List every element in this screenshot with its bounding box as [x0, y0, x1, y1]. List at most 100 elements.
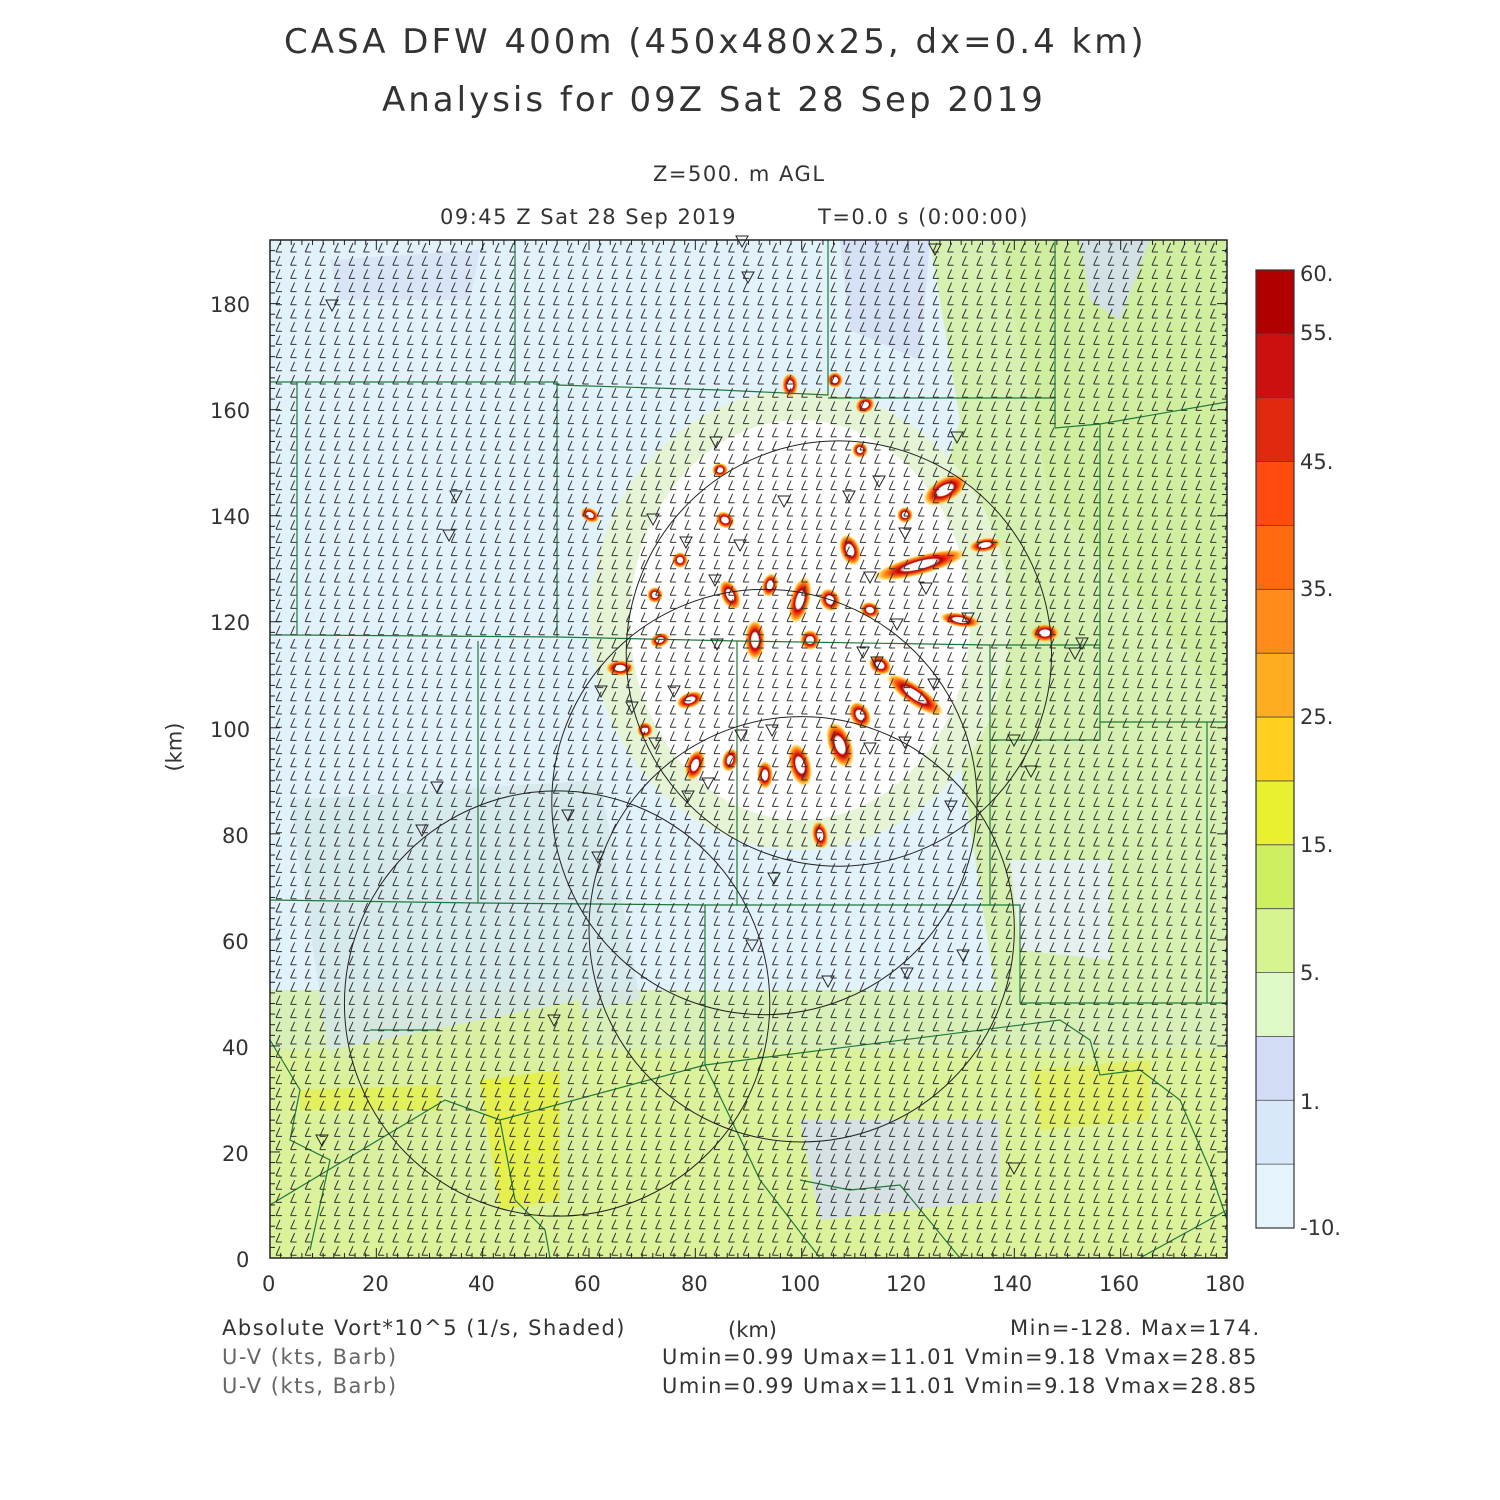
wind-barb [757, 533, 764, 543]
wind-barb [333, 255, 341, 266]
wind-barb [757, 335, 764, 345]
wind-barb [844, 453, 852, 464]
wind-barb [552, 559, 560, 570]
wind-barb [421, 414, 428, 425]
wind-barb [290, 506, 297, 517]
wind-barb [319, 361, 326, 372]
wind-barb [698, 348, 706, 359]
wind-barb [771, 493, 779, 504]
wind-barb [479, 480, 487, 491]
wind-barb [465, 255, 472, 266]
wind-barb [742, 678, 750, 689]
wind-barb [1122, 651, 1129, 662]
wind-barb [1049, 401, 1056, 411]
wind-barb [406, 282, 414, 293]
wind-barb [290, 572, 297, 583]
wind-barb [917, 665, 925, 675]
wind-barb [567, 387, 574, 398]
wind-barb [1093, 519, 1100, 530]
wind-barb [932, 704, 939, 715]
wind-barb [319, 387, 326, 398]
wind-barb [1151, 348, 1158, 359]
wind-barb [1093, 401, 1100, 411]
wind-barb [1122, 401, 1129, 411]
wind-barb [640, 295, 647, 306]
wind-barb [1078, 651, 1085, 662]
wind-barb [348, 691, 355, 702]
wind-barb [728, 440, 735, 451]
wind-barb [1180, 572, 1188, 583]
wind-barb [742, 321, 750, 332]
wind-barb [436, 348, 443, 359]
wind-barb [538, 585, 545, 596]
wind-barb [421, 691, 428, 702]
wind-barb [1209, 255, 1217, 266]
wind-barb [290, 546, 297, 557]
wind-barb [786, 691, 793, 702]
wind-barb [990, 678, 998, 689]
wind-barb [333, 678, 341, 689]
wind-barb [596, 585, 604, 596]
wind-barb [333, 440, 341, 451]
wind-barb [771, 295, 779, 306]
wind-barb [1195, 401, 1202, 411]
wind-barb [319, 533, 326, 543]
wind-barb [333, 665, 341, 675]
wind-barb [436, 295, 443, 306]
wind-barb [333, 704, 341, 715]
wind-barb [728, 414, 735, 425]
wind-barb [538, 533, 545, 543]
wind-barb [801, 691, 808, 702]
wind-barb [874, 572, 881, 583]
wind-barb [1151, 572, 1158, 583]
wind-barb [1166, 638, 1173, 649]
wind-barb [1020, 625, 1027, 636]
wind-barb [538, 361, 545, 372]
wind-barb [742, 559, 750, 570]
wind-barb [333, 453, 341, 464]
wind-barb [406, 599, 414, 609]
wind-barb [1020, 585, 1027, 596]
wind-barb [319, 480, 326, 491]
wind-barb [1020, 387, 1027, 398]
wind-barb [815, 599, 823, 609]
wind-barb [450, 638, 458, 649]
wind-barb [479, 599, 487, 609]
wind-barb [1005, 651, 1012, 662]
wind-barb [684, 533, 691, 543]
wind-barb [1049, 493, 1056, 504]
wind-barb [275, 335, 282, 345]
wind-barb [903, 678, 910, 689]
wind-barb [698, 625, 706, 636]
wind-barb [1195, 546, 1202, 557]
wind-barb [479, 295, 487, 306]
wind-barb [582, 361, 589, 372]
wind-barb [1136, 414, 1144, 425]
wind-barb [290, 321, 297, 332]
wind-barb [1151, 255, 1158, 266]
wind-barb [961, 401, 969, 411]
wind-barb [1136, 308, 1144, 319]
wind-barb [596, 282, 604, 293]
wind-barb [1209, 467, 1217, 477]
wind-barb [275, 665, 282, 675]
wind-barb [290, 440, 297, 451]
wind-barb [1034, 691, 1042, 702]
wind-barb [990, 691, 998, 702]
wind-barb [728, 467, 735, 477]
wind-barb [538, 427, 545, 438]
wind-barb [290, 533, 297, 543]
wind-barb [728, 335, 735, 345]
wind-barb [436, 585, 443, 596]
wind-barb [698, 269, 706, 279]
wind-barb [494, 308, 501, 319]
wind-barb [1107, 427, 1115, 438]
wind-barb [348, 374, 355, 385]
wind-barb [771, 242, 779, 253]
wind-barb [859, 559, 866, 570]
wind-barb [947, 387, 954, 398]
wind-barb [1166, 295, 1173, 306]
wind-barb [611, 638, 618, 649]
wind-barb [698, 572, 706, 583]
wind-barb [932, 269, 939, 279]
